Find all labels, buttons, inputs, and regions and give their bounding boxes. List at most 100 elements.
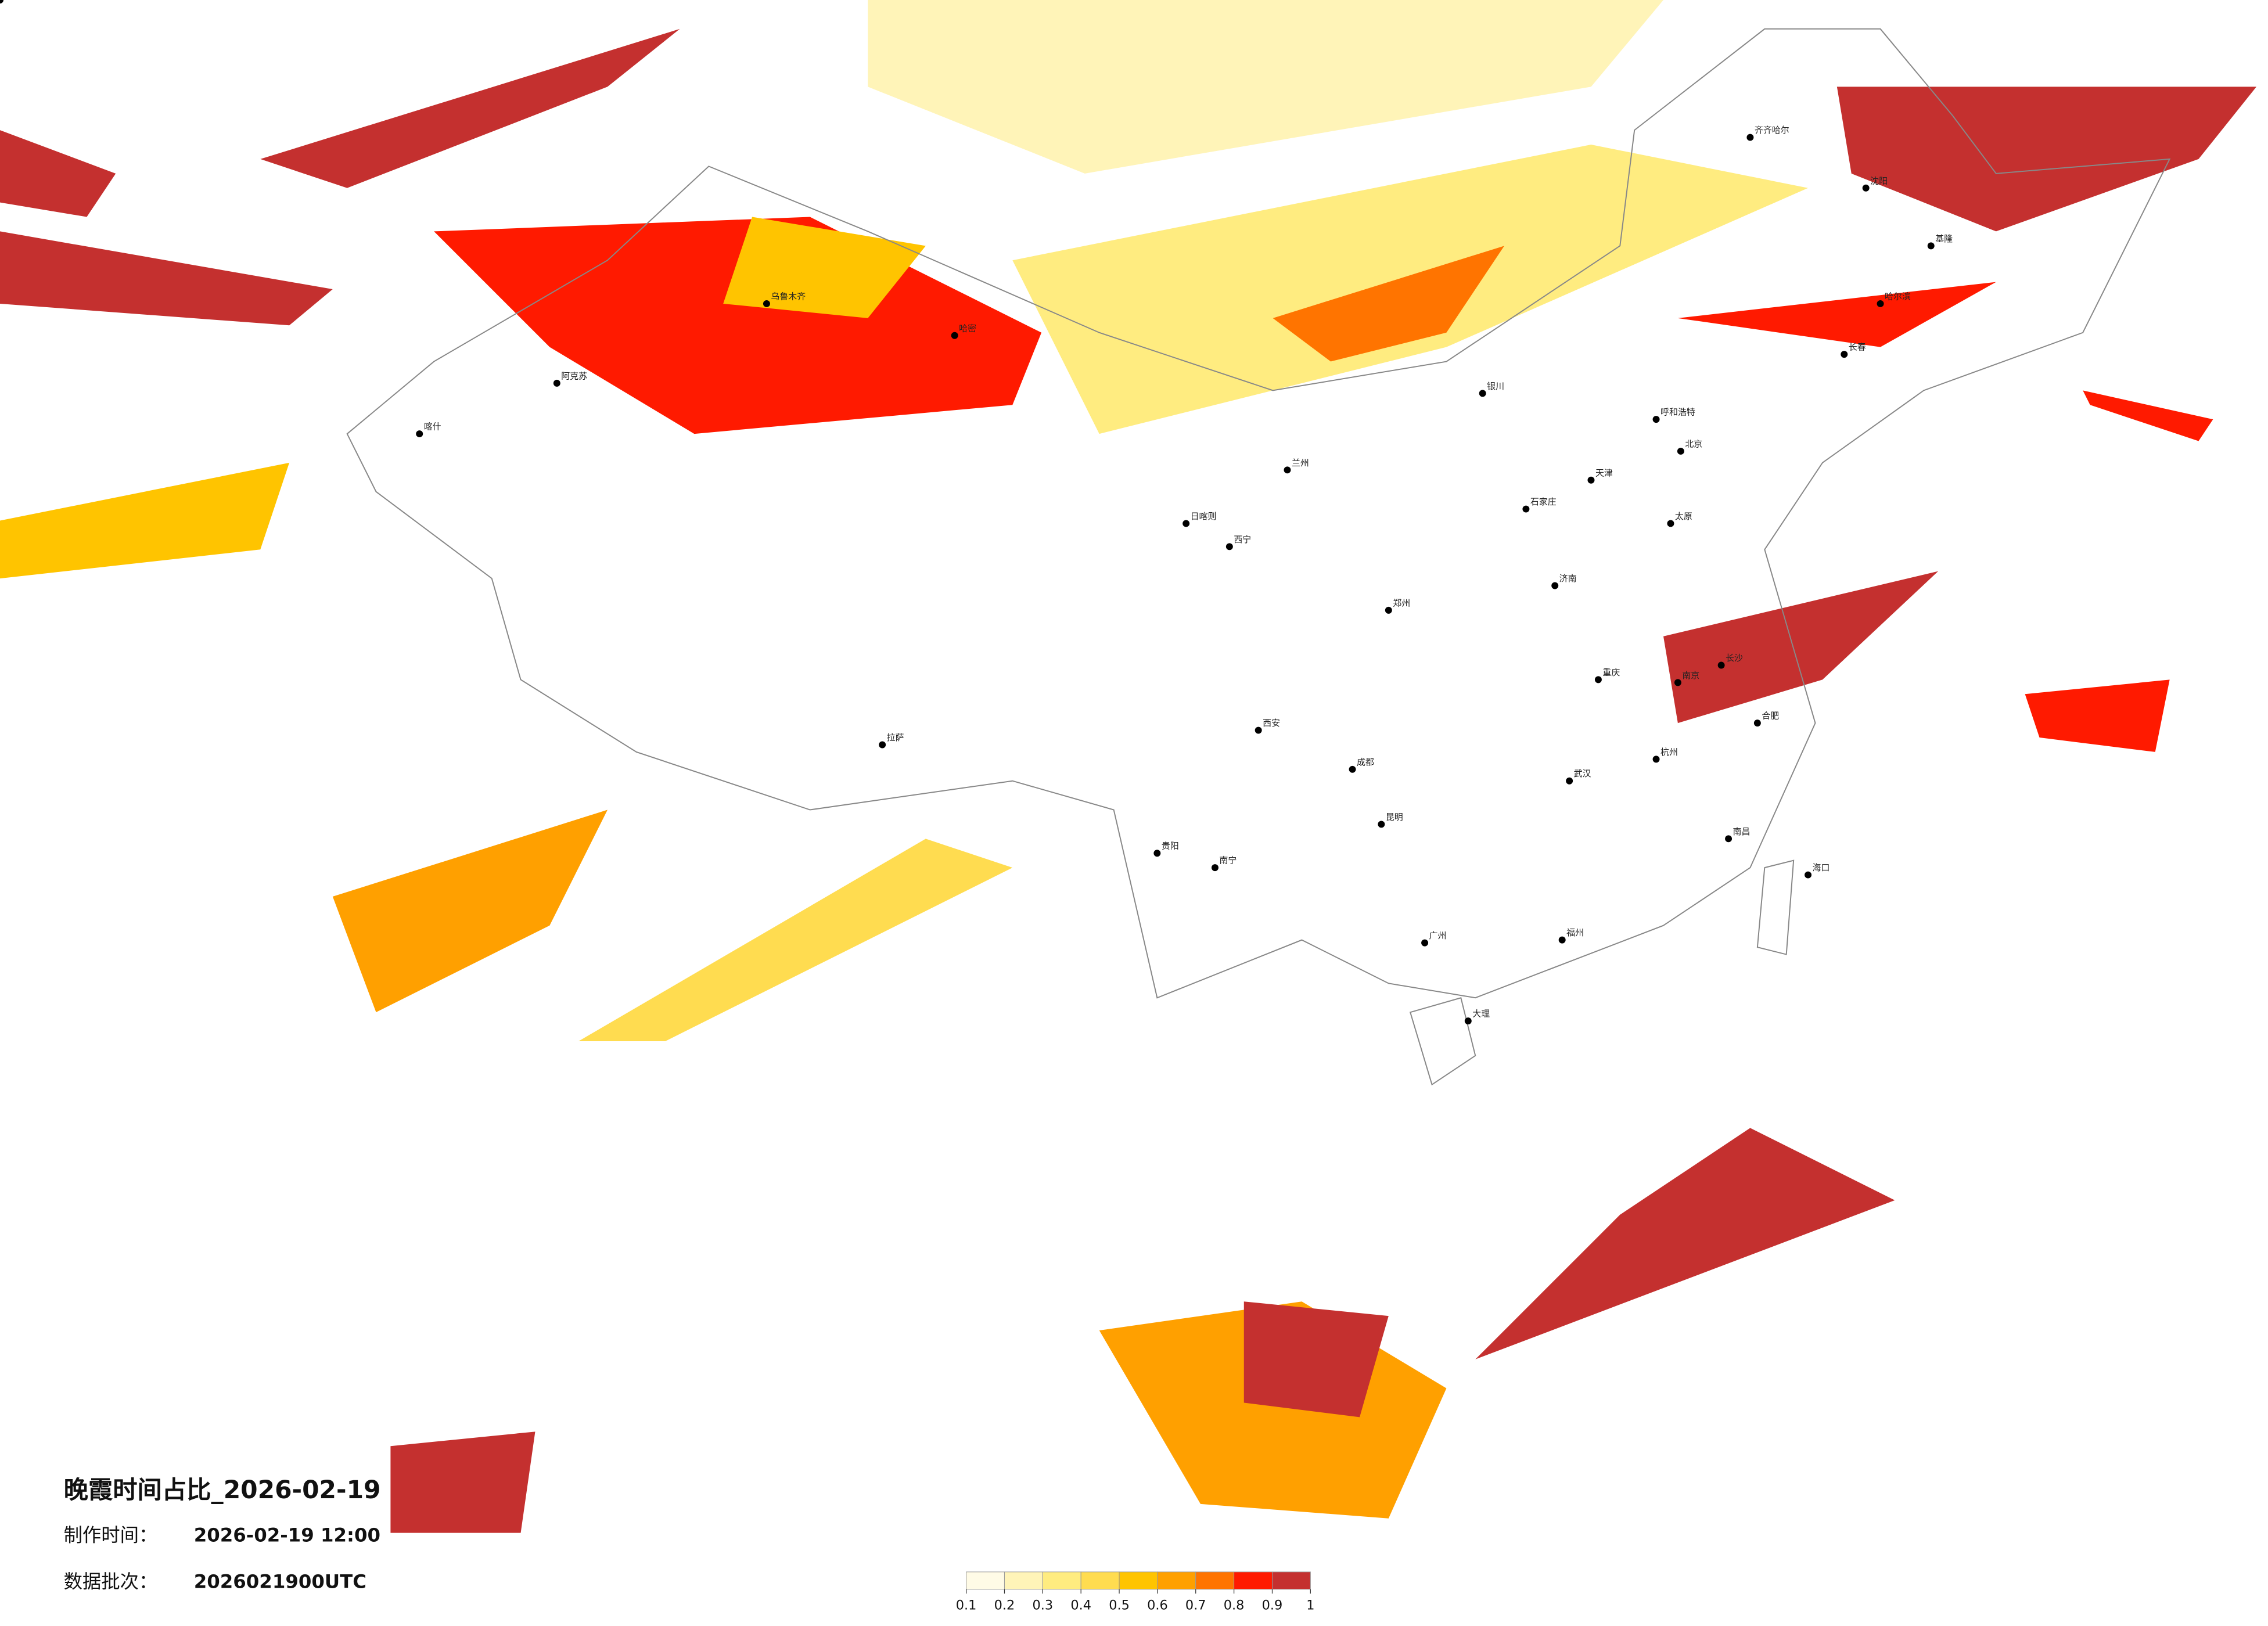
colorbar: 0.1 0.2 0.3 0.4 0.5 0.6 0.7 0.8 0.9 1 bbox=[956, 1571, 1314, 1613]
cloud-area bbox=[260, 28, 680, 188]
city-dot bbox=[1522, 505, 1530, 513]
city-dot bbox=[1225, 543, 1233, 551]
city-dot bbox=[1717, 661, 1725, 669]
city-label: 长春 bbox=[1849, 342, 1866, 352]
city-label: 南宁 bbox=[1219, 855, 1237, 866]
island-border bbox=[1409, 997, 1476, 1086]
cloud-area bbox=[578, 839, 1013, 1041]
city-dot bbox=[1674, 679, 1681, 686]
city-dot bbox=[1805, 871, 1812, 879]
city-dot bbox=[1211, 864, 1219, 872]
colorbar-swatch bbox=[1271, 1571, 1311, 1590]
city-dot bbox=[1284, 466, 1291, 474]
city-label: 阿克苏 bbox=[561, 370, 587, 381]
city-label: 合肥 bbox=[1762, 711, 1779, 721]
colorbar-tick-label: 0.1 bbox=[956, 1598, 977, 1613]
city-label: 喀什 bbox=[424, 422, 441, 432]
city-label: 拉萨 bbox=[887, 732, 904, 743]
city-label: 齐齐哈尔 bbox=[1755, 125, 1789, 135]
cloud-area bbox=[868, 0, 1663, 174]
city-label: 基隆 bbox=[1935, 233, 1953, 244]
city-label: 西宁 bbox=[1234, 534, 1251, 545]
city-label: 日喀则 bbox=[1191, 511, 1217, 521]
colorbar-tick-label: 0.9 bbox=[1262, 1598, 1283, 1613]
city-dot bbox=[553, 379, 560, 387]
cloud-area bbox=[332, 810, 608, 1013]
colorbar-tick-label: 0.6 bbox=[1147, 1598, 1168, 1613]
colorbar-swatch bbox=[1004, 1571, 1043, 1590]
city-dot bbox=[0, 0, 3, 3]
city-label: 呼和浩特 bbox=[1660, 407, 1695, 418]
city-label: 郑州 bbox=[1393, 598, 1410, 608]
colorbar-swatch bbox=[966, 1571, 1005, 1590]
colorbar-tick-label: 0.8 bbox=[1224, 1598, 1245, 1613]
city-dot bbox=[1558, 936, 1566, 944]
colorbar-tick-label: 0.4 bbox=[1070, 1598, 1091, 1613]
city-dot bbox=[1385, 606, 1392, 614]
colorbar-tick-label: 1 bbox=[1306, 1598, 1314, 1613]
cloud-area bbox=[390, 1431, 535, 1533]
city-dot bbox=[1877, 300, 1884, 307]
city-dot bbox=[1652, 416, 1660, 423]
city-dot bbox=[1349, 765, 1356, 773]
city-dot bbox=[1841, 351, 1848, 358]
city-dot bbox=[1667, 520, 1674, 527]
city-label: 重庆 bbox=[1602, 667, 1620, 678]
colorbar-swatch bbox=[1080, 1571, 1120, 1590]
info-value: 2026021900UTC bbox=[194, 1570, 366, 1592]
city-label: 兰州 bbox=[1292, 458, 1309, 468]
city-dot bbox=[1464, 1017, 1472, 1025]
city-label: 天津 bbox=[1595, 467, 1613, 478]
city-label: 哈密 bbox=[959, 323, 976, 333]
city-dot bbox=[1746, 134, 1754, 141]
city-dot bbox=[951, 332, 958, 339]
cloud-area bbox=[1677, 282, 1996, 347]
city-dot bbox=[1652, 756, 1660, 763]
city-dot bbox=[879, 741, 886, 749]
colorbar-swatch bbox=[1157, 1571, 1196, 1590]
city-label: 沈阳 bbox=[1870, 175, 1888, 186]
city-dot bbox=[416, 430, 423, 438]
city-dot bbox=[1594, 676, 1602, 684]
city-label: 石家庄 bbox=[1530, 497, 1557, 507]
cloud-area bbox=[0, 130, 116, 217]
city-label: 福州 bbox=[1566, 927, 1584, 938]
city-label: 大理 bbox=[1472, 1009, 1490, 1019]
city-label: 南京 bbox=[1682, 670, 1699, 681]
colorbar-tick-label: 0.5 bbox=[1109, 1598, 1130, 1613]
city-label: 银川 bbox=[1487, 381, 1504, 391]
cloud-area bbox=[2083, 390, 2213, 441]
colorbar-swatch bbox=[1119, 1571, 1158, 1590]
map-title: 晚霞时间占比_2026-02-19 bbox=[64, 1476, 381, 1504]
country-border bbox=[346, 28, 2171, 999]
colorbar-tick-label: 0.7 bbox=[1185, 1598, 1206, 1613]
city-label: 济南 bbox=[1559, 573, 1577, 584]
cloud-area bbox=[434, 217, 1042, 434]
city-dot bbox=[1153, 850, 1161, 857]
city-dot bbox=[1566, 777, 1573, 785]
colorbar-swatch bbox=[1042, 1571, 1081, 1590]
island-border bbox=[1756, 859, 1795, 955]
colorbar-tick-label: 0.2 bbox=[994, 1598, 1015, 1613]
colorbar-swatch bbox=[1195, 1571, 1235, 1590]
city-dot bbox=[1862, 184, 1870, 192]
city-label: 海口 bbox=[1813, 862, 1830, 873]
city-label: 南昌 bbox=[1733, 826, 1751, 837]
cloud-area bbox=[1475, 1128, 1895, 1359]
cloud-layer bbox=[0, 0, 2257, 1533]
city-dot bbox=[1551, 582, 1559, 589]
city-dot bbox=[1479, 390, 1486, 397]
city-dot bbox=[1587, 476, 1595, 484]
city-dot bbox=[1421, 939, 1429, 947]
cloud-area bbox=[2025, 679, 2170, 752]
cloud-area bbox=[0, 231, 333, 326]
city-label: 太原 bbox=[1675, 511, 1692, 521]
city-dot bbox=[1378, 821, 1385, 828]
city-dot bbox=[1753, 720, 1761, 727]
city-label: 成都 bbox=[1357, 757, 1374, 767]
info-value: 2026-02-19 12:00 bbox=[194, 1524, 380, 1546]
city-label: 乌鲁木齐 bbox=[771, 291, 806, 301]
